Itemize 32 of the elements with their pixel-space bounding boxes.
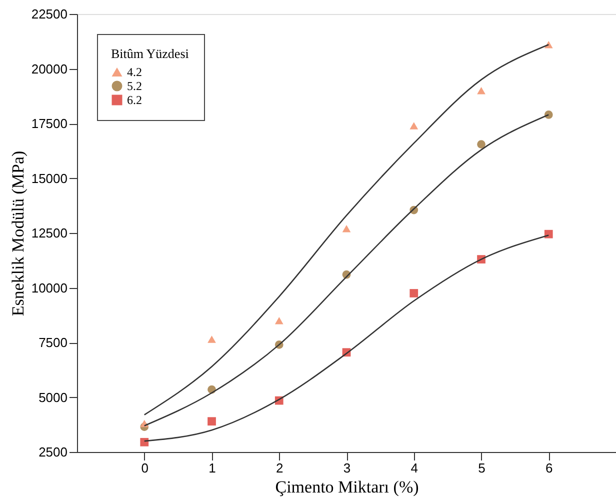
point: [410, 122, 418, 130]
point: [274, 316, 284, 324]
point: [477, 87, 486, 94]
y-tick-label: 15000: [31, 170, 68, 186]
y-tick-label: 7500: [38, 335, 68, 350]
x-axis-title: Çimento Miktarı (%): [275, 478, 419, 496]
point: [477, 140, 486, 148]
y-tick-label: 5000: [38, 390, 68, 405]
x-tick-label: 3: [343, 460, 351, 476]
x-tick-label: 4: [410, 460, 418, 476]
y-tick-label: 20000: [31, 61, 68, 76]
point: [410, 289, 418, 298]
point: [342, 224, 351, 232]
x-tick-label: 6: [546, 460, 553, 476]
legend-label: 6.2: [127, 93, 142, 107]
legend-label: 4.2: [127, 65, 142, 79]
x-tick-label: 2: [276, 460, 284, 476]
y-tick-label: 2500: [38, 444, 68, 460]
y-tick-label: 10000: [31, 280, 68, 296]
legend-label: 5.2: [127, 79, 142, 93]
x-tick-label: 1: [208, 460, 216, 476]
y-tick-label: 17500: [31, 116, 68, 131]
point: [544, 230, 553, 238]
x-tick-label: 5: [478, 460, 486, 476]
y-axis-title: Esneklik Modülü (MPa): [8, 150, 28, 316]
x-tick-label: 0: [141, 460, 148, 476]
legend-title: Bitûm Yüzdesi: [111, 46, 190, 61]
point: [140, 438, 149, 446]
y-tick-label: 12500: [31, 226, 68, 240]
point: [208, 336, 216, 343]
y-tick-label: 22500: [31, 6, 68, 22]
point: [208, 417, 216, 426]
